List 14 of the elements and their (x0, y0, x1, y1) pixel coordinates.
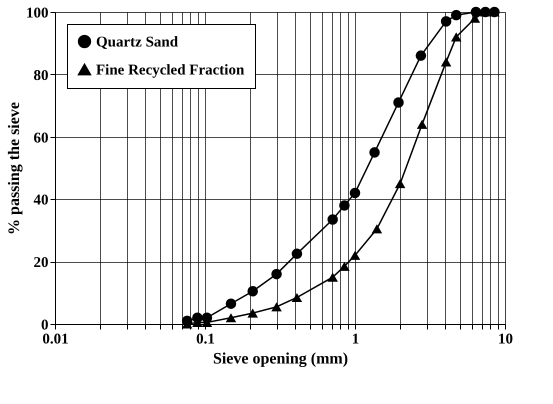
x-tick-label: 0.1 (196, 332, 215, 348)
x-axis-title: Sieve opening (mm) (212, 350, 348, 368)
y-tick-label: 100 (26, 6, 48, 22)
x-tick-label: 10 (498, 332, 513, 348)
x-tick-label: 1 (352, 332, 360, 348)
y-tick-label: 80 (34, 68, 48, 84)
y-tick-label: 20 (34, 255, 48, 272)
y-axis-title: % passing the sieve (6, 102, 23, 235)
y-tick-label: 60 (34, 130, 48, 146)
y-tick-label: 0 (41, 318, 48, 334)
y-tick-label: 40 (34, 192, 48, 209)
x-tick-label: 0.01 (42, 332, 69, 348)
legend-label: Fine Recycled Fraction (96, 62, 245, 78)
legend-label: Quartz Sand (96, 34, 179, 50)
